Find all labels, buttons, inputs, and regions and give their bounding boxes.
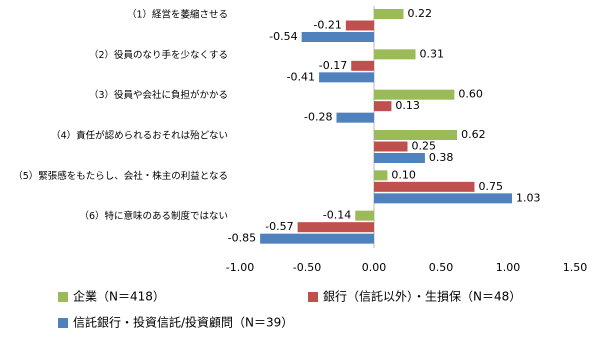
value-label: -0.41: [287, 70, 315, 83]
value-label: -0.85: [228, 232, 256, 245]
bar: [319, 72, 374, 83]
legend-label: 企業（N＝418）: [73, 289, 165, 304]
value-label: 0.10: [391, 168, 416, 181]
bar: [351, 60, 374, 71]
value-label: 0.25: [412, 140, 437, 153]
category-label: （3）役員や会社に負担がかかる: [89, 89, 228, 101]
bar: [374, 153, 425, 163]
bar: [355, 210, 374, 221]
legend-swatch: [58, 292, 68, 302]
legend-label: 信託銀行・投資信託/投資顧問（N＝39）: [73, 315, 293, 330]
bar: [374, 141, 408, 152]
legend-label: 銀行（信託以外）・生損保（N＝48）: [323, 289, 521, 304]
bar: [374, 101, 392, 112]
bar: [336, 112, 374, 123]
value-label: -0.14: [323, 209, 351, 222]
value-label: 0.75: [479, 180, 504, 193]
value-label: -0.57: [265, 220, 293, 233]
category-label: （5）緊張感をもたらし、会社・株主の利益となる: [13, 170, 228, 182]
value-label: -0.54: [269, 30, 297, 43]
bar: [301, 32, 374, 42]
bar: [374, 49, 416, 60]
legend-swatch: [308, 292, 318, 302]
x-tick-label: 1.50: [563, 261, 588, 274]
bar: [374, 181, 475, 192]
category-label: （2）役員のなり手を少なくする: [89, 49, 228, 61]
value-label: -0.17: [319, 59, 347, 72]
value-label: 0.62: [461, 128, 486, 141]
value-label: 0.22: [407, 7, 432, 20]
category-label: （4）責任が認められるおそれは殆どない: [51, 130, 228, 142]
value-label: -0.21: [313, 19, 341, 32]
x-tick-label: 0.00: [362, 261, 387, 274]
value-label: 0.60: [458, 88, 483, 101]
bar: [374, 130, 458, 140]
value-label: -0.28: [304, 111, 332, 124]
legend-swatch: [58, 318, 68, 328]
bar: [374, 170, 388, 181]
x-tick-label: -0.50: [293, 261, 321, 274]
value-label: 0.38: [429, 151, 454, 164]
x-tick-label: -1.00: [226, 261, 254, 274]
value-label: 0.31: [420, 47, 445, 60]
x-tick-label: 1.00: [496, 261, 521, 274]
bar: [374, 89, 455, 100]
x-tick-label: 0.50: [429, 261, 454, 274]
bar: [374, 9, 404, 19]
category-label: （6）特に意味のある制度ではない: [79, 210, 228, 222]
bar: [374, 193, 513, 204]
value-label: 0.13: [395, 99, 420, 112]
value-label: 1.03: [516, 191, 541, 204]
bar: [260, 233, 374, 244]
bar: [345, 20, 374, 31]
category-label: （1）経営を萎縮させる: [127, 9, 228, 21]
bar: [297, 222, 374, 233]
